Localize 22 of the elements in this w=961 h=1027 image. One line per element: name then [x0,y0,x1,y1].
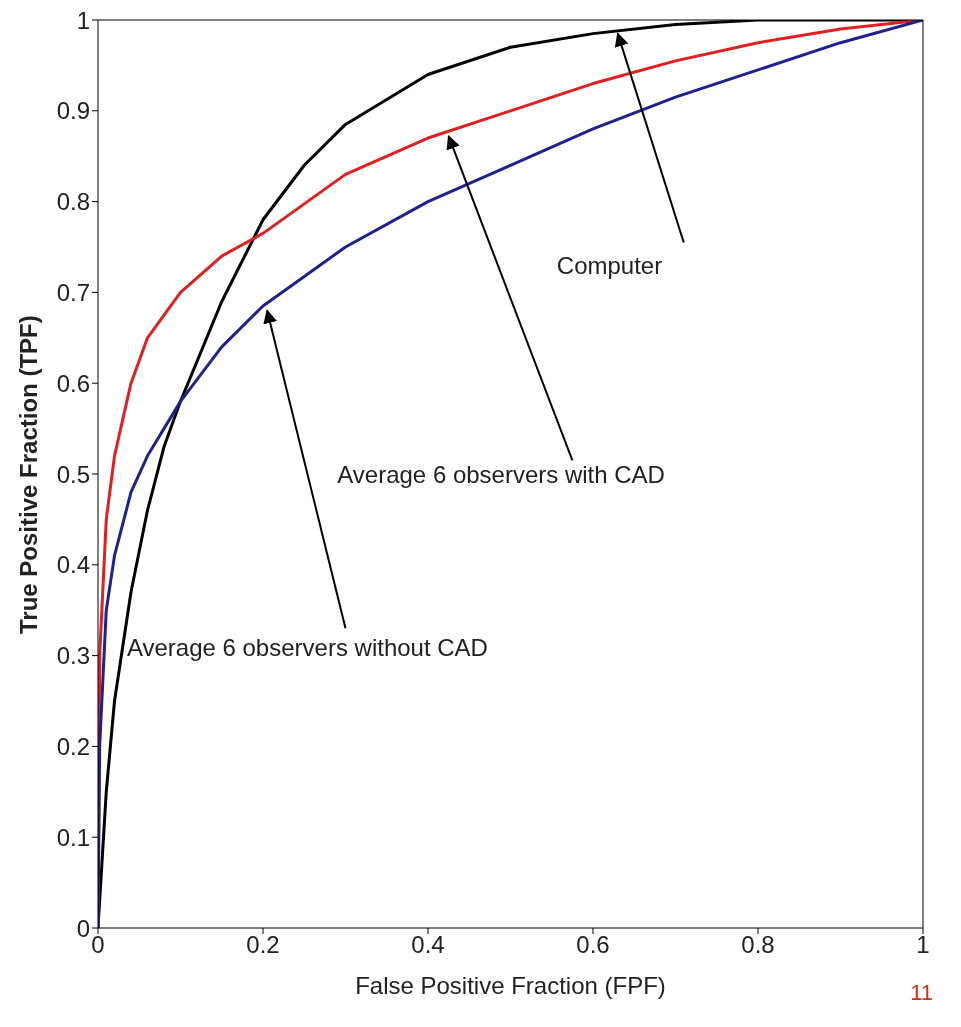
x-tick-label: 1 [916,931,930,959]
annotation: Average 6 observers without CAD [126,633,488,661]
x-tick-label: 0.6 [576,931,610,959]
y-tick-label: 0.5 [56,460,90,488]
annotation: Average 6 observers with CAD [337,461,665,489]
x-tick-label: 0.4 [411,931,445,959]
text: 11 [910,980,933,1005]
y-tick-label: 0.9 [56,97,90,125]
y-tick-label: 0.7 [56,278,90,306]
y-tick-label: 0 [76,914,90,942]
y-axis-title: True Positive Fraction (TPF) [14,315,42,634]
x-tick-label: 0.2 [246,931,280,959]
y-tick-label: 0.3 [56,642,90,670]
y-tick-label: 0.2 [56,732,90,760]
y-tick-label: 0.1 [56,823,90,851]
y-tick-label: 0.8 [56,188,90,216]
y-tick-label: 0.4 [56,551,90,579]
x-axis-title: False Positive Fraction (FPF) [355,972,666,999]
x-tick-label: 0.8 [741,931,775,959]
y-tick-label: 1 [76,6,90,34]
y-tick-label: 0.6 [56,369,90,397]
annotation: Computer [556,252,663,280]
